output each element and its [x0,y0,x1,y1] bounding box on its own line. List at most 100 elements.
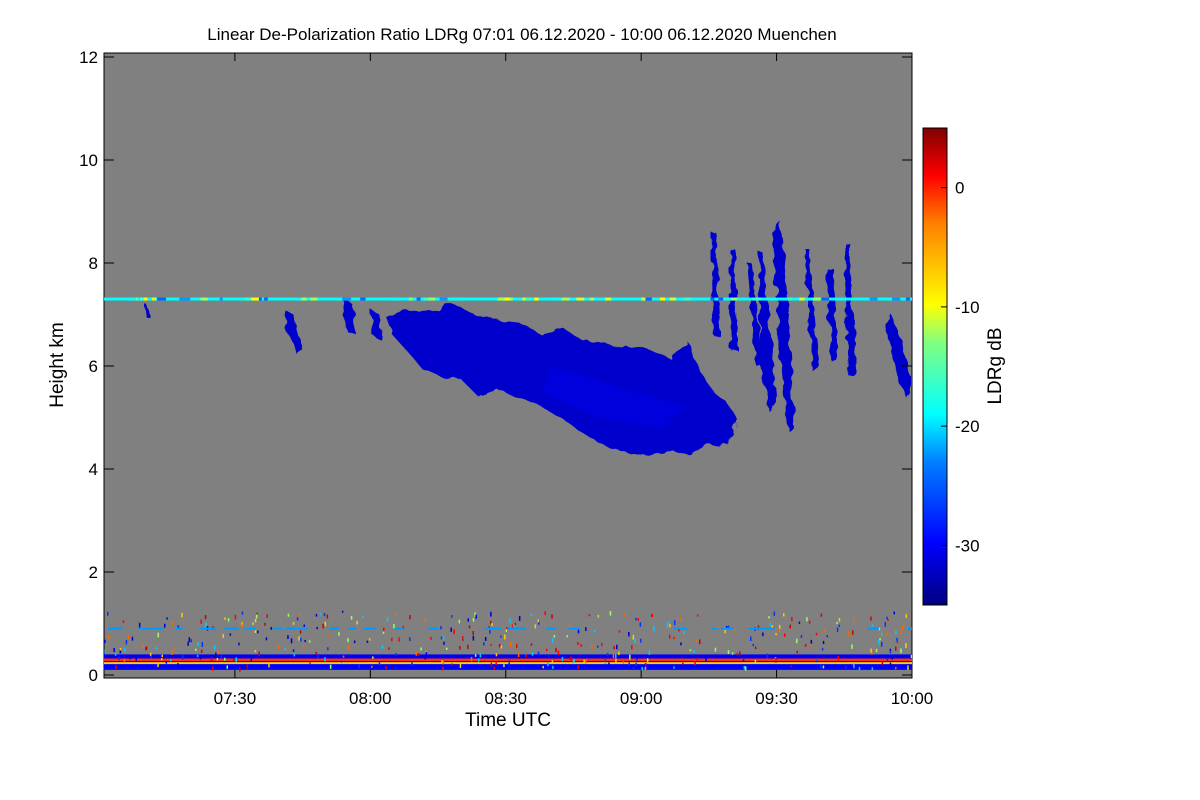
noise-speck [489,630,491,634]
noise-speck [545,627,556,630]
noise-speck [368,638,371,641]
noise-speck [417,653,420,657]
noise-speck [241,611,244,615]
noise-speck [884,622,886,627]
colorbar [922,127,948,606]
noise-speck [341,610,344,613]
noise-speck [347,645,350,651]
noise-speck [896,641,899,644]
noise-speck [680,617,682,621]
noise-speck [468,625,471,629]
noise-speck [553,635,556,638]
noise-speck [372,656,374,659]
noise-speck [551,660,554,665]
noise-speck [264,623,266,626]
noise-speck [326,614,329,619]
noise-speck [615,659,617,664]
noise-speck [852,630,854,635]
noise-speck [298,636,300,641]
noise-speck [213,645,216,650]
noise-speck [678,629,680,632]
noise-speck [381,645,384,649]
thin-layer-segment [561,297,570,301]
noise-speck [673,636,675,640]
noise-speck [623,614,626,617]
noise-speck [284,647,286,650]
noise-speck [667,621,670,624]
noise-speck [570,656,572,661]
noise-speck [790,665,792,668]
noise-speck [358,664,360,669]
noise-speck [324,621,327,627]
noise-speck [378,661,381,666]
noise-speck [119,648,122,651]
noise-speck [246,664,248,670]
noise-speck [161,654,163,658]
noise-speck [822,640,825,644]
noise-speck [472,635,475,641]
noise-speck [256,612,258,616]
noise-speck [299,630,302,634]
noise-speck [534,624,537,629]
noise-speck [695,639,698,643]
noise-speck [886,616,888,620]
noise-speck [329,627,339,630]
noise-speck [868,627,877,630]
noise-speck [157,664,159,668]
noise-speck [889,648,892,651]
noise-speck [302,643,305,647]
noise-speck [637,618,639,621]
noise-speck [500,635,502,638]
noise-speck [674,627,688,630]
noise-speck [547,662,549,667]
noise-speck [634,638,636,644]
noise-speck [157,632,159,638]
noise-speck [879,638,881,641]
noise-speck [108,634,110,639]
noise-speck [383,627,385,632]
noise-speck [285,627,298,630]
noise-speck [768,616,770,619]
noise-speck [689,649,692,652]
thin-layer-segment [898,297,903,301]
thin-layer-segment [589,297,595,301]
noise-speck [391,637,393,642]
thin-layer-segment [497,297,505,301]
noise-speck [651,613,653,617]
noise-speck [597,645,599,648]
noise-speck [731,652,734,655]
noise-speck [270,627,272,630]
fall-streak [826,268,838,361]
noise-speck [503,664,505,668]
noise-speck [905,643,907,648]
noise-speck [491,623,493,627]
noise-speck [800,635,803,638]
noise-speck [347,638,349,643]
cloud-fragment [370,309,382,341]
noise-speck [673,666,675,669]
noise-speck [644,667,647,670]
noise-speck [213,654,216,658]
noise-speck [475,614,477,619]
noise-speck [680,642,682,646]
noise-speck [551,614,553,619]
noise-speck [762,632,764,637]
noise-speck [752,643,754,647]
noise-speck [479,653,482,658]
noise-speck [580,644,582,647]
noise-speck [517,652,520,658]
noise-speck [604,659,607,662]
fall-streak [747,263,763,366]
cloud-fragment [343,296,357,336]
noise-speck [783,613,785,617]
thin-layer-segment [718,297,724,301]
noise-speck [104,639,106,644]
noise-speck [394,627,404,630]
noise-speck [593,629,596,633]
noise-speck [135,656,137,661]
noise-speck [350,615,353,620]
noise-speck [635,617,637,621]
noise-speck [150,627,164,630]
thin-layer-segment [752,297,761,301]
noise-speck [155,647,158,650]
